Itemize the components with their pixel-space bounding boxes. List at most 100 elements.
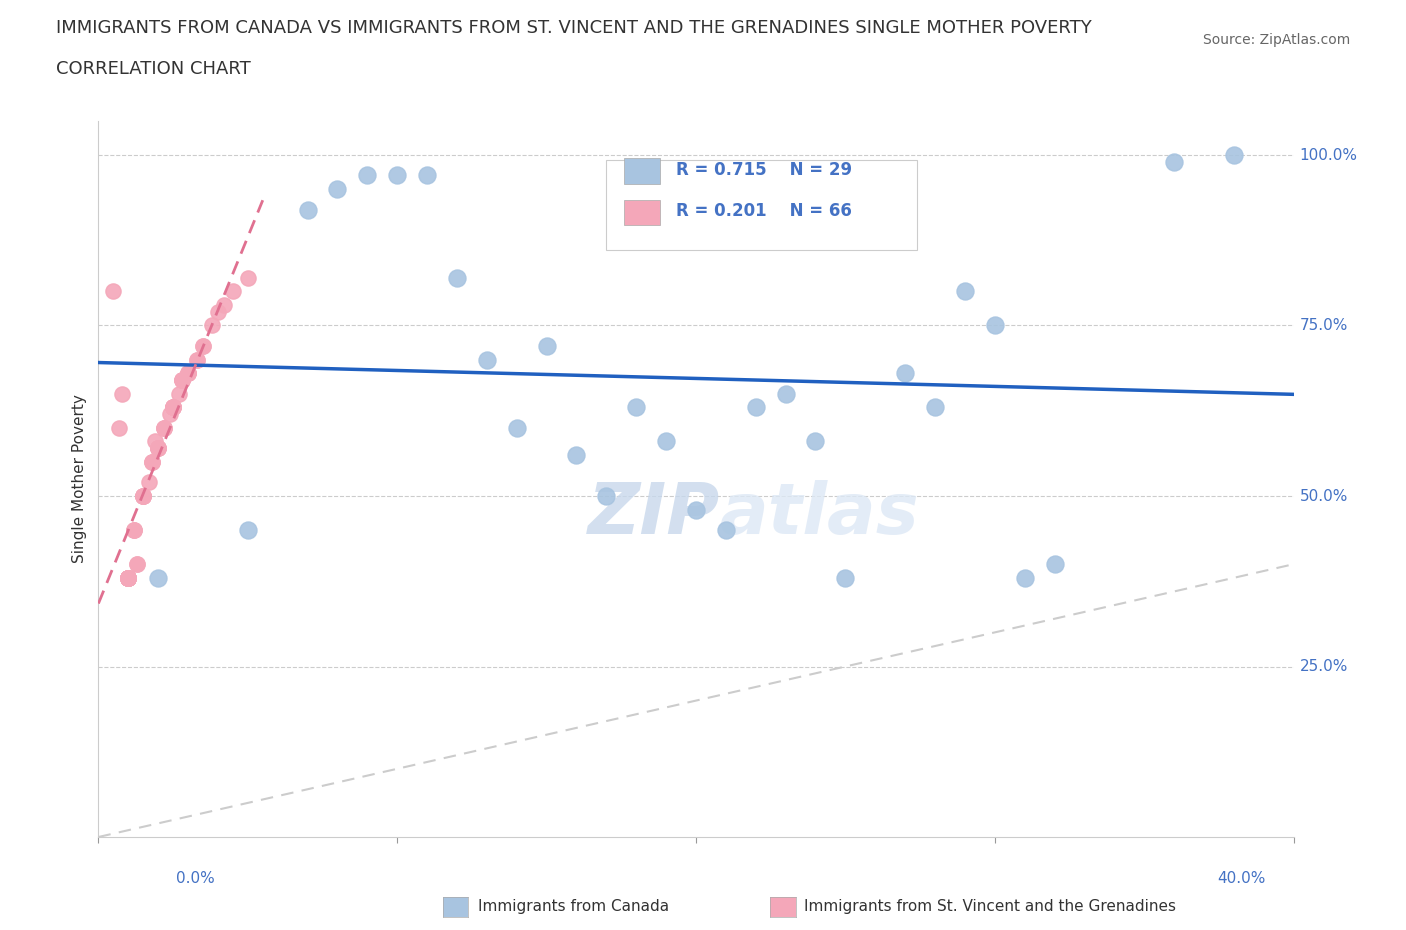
FancyBboxPatch shape bbox=[624, 200, 661, 225]
Point bbox=[162, 400, 184, 415]
Point bbox=[162, 400, 184, 415]
Text: Source: ZipAtlas.com: Source: ZipAtlas.com bbox=[1202, 33, 1350, 46]
Point bbox=[162, 400, 184, 415]
Text: 100.0%: 100.0% bbox=[1299, 148, 1358, 163]
Point bbox=[138, 475, 160, 490]
Point bbox=[172, 373, 194, 388]
Point bbox=[475, 352, 498, 367]
Text: Immigrants from Canada: Immigrants from Canada bbox=[478, 899, 669, 914]
Point bbox=[132, 488, 155, 503]
Point bbox=[124, 523, 146, 538]
Point bbox=[127, 557, 149, 572]
Text: R = 0.201    N = 66: R = 0.201 N = 66 bbox=[676, 202, 852, 220]
Point bbox=[297, 202, 319, 217]
Point bbox=[536, 339, 558, 353]
Point bbox=[356, 168, 378, 183]
Point bbox=[148, 441, 170, 456]
Point bbox=[117, 570, 139, 585]
Point bbox=[141, 455, 163, 470]
Point bbox=[172, 373, 194, 388]
Text: CORRELATION CHART: CORRELATION CHART bbox=[56, 60, 252, 78]
Point bbox=[177, 365, 200, 380]
Point bbox=[132, 488, 155, 503]
Point bbox=[117, 570, 139, 585]
Y-axis label: Single Mother Poverty: Single Mother Poverty bbox=[72, 394, 87, 564]
Point bbox=[714, 523, 737, 538]
Point bbox=[177, 365, 200, 380]
Point bbox=[177, 365, 200, 380]
Point bbox=[111, 386, 134, 401]
Point bbox=[148, 441, 170, 456]
Point bbox=[191, 339, 214, 353]
Point bbox=[124, 523, 146, 538]
Point bbox=[117, 570, 139, 585]
Point bbox=[207, 304, 229, 319]
Point bbox=[132, 488, 155, 503]
Point bbox=[775, 386, 797, 401]
Point bbox=[132, 488, 155, 503]
Point bbox=[506, 420, 529, 435]
Point bbox=[141, 455, 163, 470]
Point bbox=[685, 502, 707, 517]
FancyBboxPatch shape bbox=[624, 158, 661, 184]
Point bbox=[148, 441, 170, 456]
Point bbox=[201, 318, 224, 333]
Point bbox=[236, 523, 259, 538]
Text: 25.0%: 25.0% bbox=[1299, 659, 1348, 674]
Point bbox=[191, 339, 214, 353]
Point bbox=[159, 406, 181, 421]
Point bbox=[172, 373, 194, 388]
Point bbox=[117, 570, 139, 585]
Point bbox=[124, 523, 146, 538]
Point bbox=[186, 352, 208, 367]
Point bbox=[117, 570, 139, 585]
Point bbox=[141, 455, 163, 470]
Text: ZIP: ZIP bbox=[588, 480, 720, 550]
Point bbox=[117, 570, 139, 585]
Point bbox=[186, 352, 208, 367]
Point bbox=[626, 400, 648, 415]
Point bbox=[177, 365, 200, 380]
Point bbox=[745, 400, 768, 415]
Point bbox=[162, 400, 184, 415]
Point bbox=[212, 298, 235, 312]
Point bbox=[148, 441, 170, 456]
FancyBboxPatch shape bbox=[606, 160, 917, 250]
Point bbox=[132, 488, 155, 503]
Point bbox=[894, 365, 917, 380]
Point bbox=[326, 181, 349, 196]
Point bbox=[117, 570, 139, 585]
Text: 40.0%: 40.0% bbox=[1218, 871, 1265, 886]
Point bbox=[153, 420, 176, 435]
Point bbox=[804, 434, 827, 449]
Point bbox=[127, 557, 149, 572]
Point bbox=[117, 570, 139, 585]
Text: 0.0%: 0.0% bbox=[176, 871, 215, 886]
Point bbox=[1014, 570, 1036, 585]
Point bbox=[236, 271, 259, 286]
Point bbox=[1223, 148, 1246, 163]
Point bbox=[117, 570, 139, 585]
Point bbox=[117, 570, 139, 585]
Point bbox=[595, 488, 617, 503]
Point bbox=[167, 386, 190, 401]
Text: Immigrants from St. Vincent and the Grenadines: Immigrants from St. Vincent and the Gren… bbox=[804, 899, 1177, 914]
Text: 75.0%: 75.0% bbox=[1299, 318, 1348, 333]
Point bbox=[385, 168, 409, 183]
Point bbox=[1043, 557, 1066, 572]
Point bbox=[162, 400, 184, 415]
Point bbox=[143, 434, 166, 449]
Point bbox=[117, 570, 139, 585]
Point bbox=[984, 318, 1007, 333]
Text: atlas: atlas bbox=[720, 480, 920, 550]
Point bbox=[172, 373, 194, 388]
Point bbox=[153, 420, 176, 435]
Point bbox=[148, 441, 170, 456]
Point bbox=[565, 447, 588, 462]
Point bbox=[416, 168, 439, 183]
Point bbox=[953, 284, 976, 299]
Text: IMMIGRANTS FROM CANADA VS IMMIGRANTS FROM ST. VINCENT AND THE GRENADINES SINGLE : IMMIGRANTS FROM CANADA VS IMMIGRANTS FRO… bbox=[56, 19, 1092, 36]
Point bbox=[1163, 154, 1185, 169]
Point bbox=[162, 400, 184, 415]
Text: 50.0%: 50.0% bbox=[1299, 488, 1348, 503]
